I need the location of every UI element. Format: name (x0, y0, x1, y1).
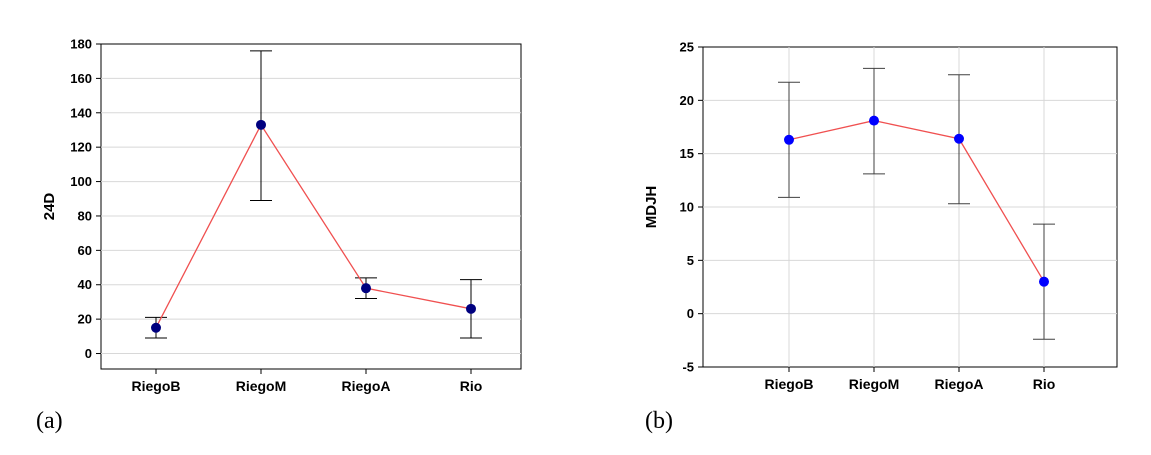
y-tick-label: 20 (78, 312, 92, 327)
chart-24d: 0 20 40 60 80 100 120 140 160 180 RiegoB RiegoM Rieg… (41, 37, 522, 394)
y-tick-label: 160 (70, 71, 92, 86)
y-tick-label: 180 (70, 37, 92, 52)
y-axis-title: MDJH (643, 186, 660, 229)
y-tick-label: 140 (70, 105, 92, 120)
y-tick-label: 5 (687, 253, 694, 268)
panel-label-a: (a) (36, 408, 63, 434)
y-tick-label: 0 (687, 306, 694, 321)
x-tick-label-riegoa: RiegoA (935, 376, 984, 392)
x-tick-label-riegob: RiegoB (765, 376, 814, 392)
y-tick-label: 20 (680, 93, 694, 108)
data-point-riegob (151, 322, 161, 333)
x-tick-label-rio: Rio (460, 378, 483, 394)
data-point-riegoa (954, 133, 964, 144)
x-tick-label-rio: Rio (1033, 376, 1056, 392)
data-point-riegom (256, 119, 266, 130)
y-tick-label: 120 (70, 140, 92, 155)
y-axis-title: 24D (41, 193, 58, 221)
y-tick-label: 80 (78, 208, 92, 223)
data-point-rio (1039, 276, 1049, 287)
series-line (788, 119, 1045, 282)
y-tick-label: 0 (85, 346, 92, 361)
x-tick-label-riegob: RiegoB (132, 378, 181, 394)
panel-label-b: (b) (645, 408, 673, 434)
y-tick-label: 100 (70, 174, 92, 189)
data-point-riegob (784, 134, 794, 145)
x-tick-label-riegom: RiegoM (236, 378, 287, 394)
x-tick-label-riegom: RiegoM (849, 376, 900, 392)
y-tick-label: 25 (680, 40, 694, 55)
y-tick-label: 10 (680, 200, 694, 215)
data-point-riegom (869, 115, 879, 126)
series-line (155, 123, 472, 329)
chart-mdjh: -5 0 5 10 15 20 25 RiegoB RiegoM RiegoA Rio MDJH (643, 40, 1118, 392)
x-tick-label-riegoa: RiegoA (342, 378, 391, 394)
data-point-rio (466, 303, 476, 314)
y-tick-label: 40 (78, 277, 92, 292)
data-point-riegoa (361, 283, 371, 294)
y-tick-label: 15 (680, 146, 694, 161)
y-tick-label: 60 (78, 243, 92, 258)
plot-frame (100, 43, 522, 370)
y-tick-label: -5 (682, 360, 694, 375)
